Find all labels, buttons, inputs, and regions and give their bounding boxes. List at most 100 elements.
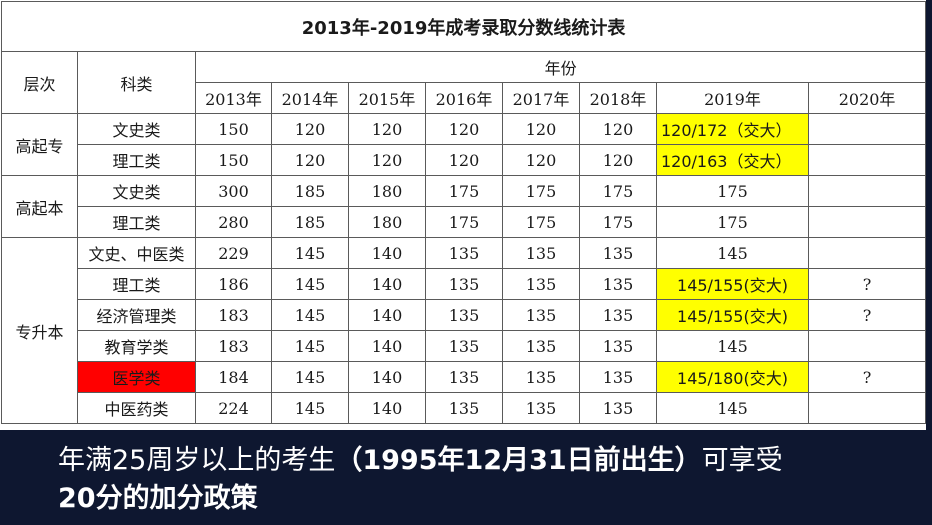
score-cell: 135 — [579, 330, 657, 362]
score-2020-cell — [807, 144, 927, 176]
header-year: 2015年 — [348, 82, 426, 114]
score-2020-cell: ? — [807, 268, 927, 300]
header-year: 2014年 — [271, 82, 349, 114]
score-2020-cell — [807, 206, 927, 238]
score-cell: 183 — [195, 330, 272, 362]
score-cell: 175 — [502, 206, 580, 238]
score-cell: 135 — [502, 392, 580, 424]
score-cell: 135 — [502, 237, 580, 269]
score-cell: 135 — [425, 392, 503, 424]
score-cell: 135 — [425, 299, 503, 331]
score-cell: 183 — [195, 299, 272, 331]
score-cell: 120 — [579, 113, 657, 145]
score-cell: 135 — [425, 237, 503, 269]
score-2020-cell — [807, 330, 927, 362]
score-cell: 140 — [348, 237, 426, 269]
score-cell: 135 — [502, 268, 580, 300]
score-cell: 224 — [195, 392, 272, 424]
score-2020-cell — [807, 175, 927, 207]
score-2020-cell — [807, 113, 927, 145]
score-cell: 184 — [195, 361, 272, 393]
score-2020-cell: ? — [807, 361, 927, 393]
header-level: 层次 — [1, 51, 78, 114]
score-cell: 180 — [348, 175, 426, 207]
score-2019-highlighted: 120/172（交大） — [656, 113, 809, 145]
score-cell: 150 — [195, 144, 272, 176]
score-cell: 175 — [425, 206, 503, 238]
caption-text: 年满25周岁以上的考生 — [58, 445, 336, 476]
score-cell: 186 — [195, 268, 272, 300]
score-2020-cell — [807, 237, 927, 269]
score-cell: 175 — [579, 175, 657, 207]
score-2019-cell: 145 — [656, 392, 809, 424]
subject-cell: 理工类 — [77, 206, 196, 238]
header-year: 2016年 — [425, 82, 503, 114]
score-2019-highlighted: 145/155(交大) — [656, 268, 809, 300]
header-year: 2013年 — [195, 82, 272, 114]
score-cell: 145 — [271, 237, 349, 269]
score-cell: 140 — [348, 268, 426, 300]
score-cell: 175 — [579, 206, 657, 238]
caption-text: 可享受 — [701, 445, 783, 476]
score-cell: 145 — [271, 392, 349, 424]
subject-cell-medical-highlighted: 医学类 — [77, 361, 196, 393]
score-2019-cell: 145 — [656, 330, 809, 362]
score-cell: 229 — [195, 237, 272, 269]
score-2019-cell: 175 — [656, 175, 809, 207]
header-year: 2019年 — [656, 82, 809, 114]
score-cell: 120 — [579, 144, 657, 176]
score-2019-highlighted: 145/180(交大) — [656, 361, 809, 393]
level-cell: 高起本 — [1, 175, 78, 238]
score-cell: 135 — [425, 330, 503, 362]
score-cell: 280 — [195, 206, 272, 238]
score-cell: 120 — [502, 113, 580, 145]
header-year: 2020年 — [807, 82, 927, 114]
bonus-policy-caption: 年满25周岁以上的考生（1995年12月31日前出生）可享受 20分的加分政策 — [58, 442, 918, 518]
score-cell: 140 — [348, 330, 426, 362]
score-2020-cell: ? — [807, 299, 927, 331]
score-2019-cell: 175 — [656, 206, 809, 238]
score-cell: 120 — [425, 113, 503, 145]
subject-cell: 中医药类 — [77, 392, 196, 424]
score-cell: 145 — [271, 361, 349, 393]
table-title: 2013年-2019年成考录取分数线统计表 — [0, 1, 927, 52]
score-2019-highlighted: 145/155(交大) — [656, 299, 809, 331]
score-cell: 135 — [579, 268, 657, 300]
score-cell: 135 — [579, 237, 657, 269]
header-year: 2018年 — [579, 82, 657, 114]
score-cell: 135 — [502, 330, 580, 362]
score-cell: 185 — [271, 206, 349, 238]
score-cell: 300 — [195, 175, 272, 207]
score-cell: 120 — [271, 113, 349, 145]
subject-cell: 文史类 — [77, 175, 196, 207]
score-cell: 180 — [348, 206, 426, 238]
level-cell: 专升本 — [1, 237, 78, 424]
score-cell: 140 — [348, 299, 426, 331]
score-cell: 185 — [271, 175, 349, 207]
subject-cell: 理工类 — [77, 144, 196, 176]
level-cell: 高起专 — [1, 113, 78, 176]
score-cell: 120 — [502, 144, 580, 176]
subject-cell: 文史、中医类 — [77, 237, 196, 269]
score-cell: 135 — [425, 268, 503, 300]
caption-bonus: 20分的加分政策 — [58, 483, 258, 514]
score-cell: 135 — [579, 361, 657, 393]
score-cell: 135 — [502, 299, 580, 331]
score-cell: 145 — [271, 330, 349, 362]
admission-score-table: 2013年-2019年成考录取分数线统计表 层次 科类 年份 2013年 201… — [0, 1, 927, 424]
header-subject: 科类 — [77, 51, 196, 114]
score-cell: 120 — [271, 144, 349, 176]
score-cell: 140 — [348, 392, 426, 424]
score-cell: 145 — [271, 299, 349, 331]
score-table-sheet: 2013年-2019年成考录取分数线统计表 层次 科类 年份 2013年 201… — [0, 0, 932, 430]
score-cell: 135 — [502, 361, 580, 393]
score-2020-cell — [807, 392, 927, 424]
score-cell: 120 — [348, 113, 426, 145]
caption-birthdate: （1995年12月31日前出生） — [335, 445, 702, 476]
score-cell: 135 — [425, 361, 503, 393]
score-cell: 175 — [502, 175, 580, 207]
subject-cell: 理工类 — [77, 268, 196, 300]
score-cell: 145 — [271, 268, 349, 300]
score-cell: 150 — [195, 113, 272, 145]
subject-cell: 经济管理类 — [77, 299, 196, 331]
